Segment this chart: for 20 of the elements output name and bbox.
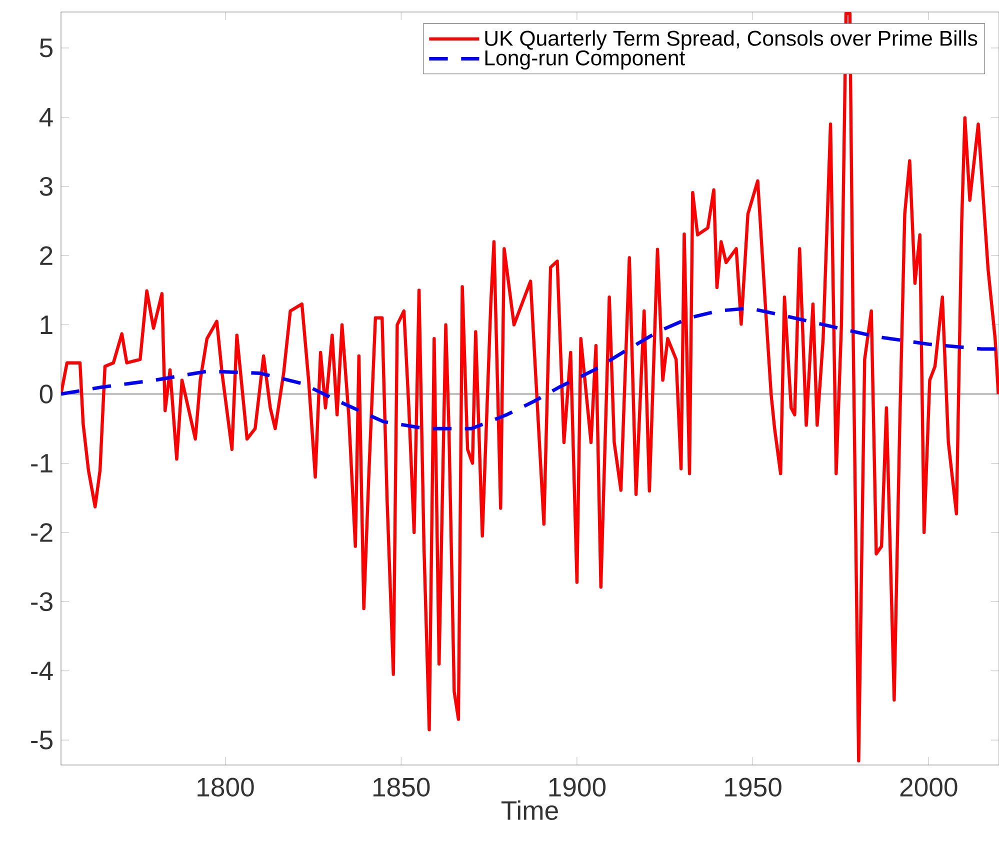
y-tick-label: 2: [40, 246, 52, 265]
x-tick-label: 1950: [725, 778, 782, 797]
y-tick-label: 5: [40, 38, 53, 58]
x-tick-label: 2000: [900, 778, 958, 797]
x-axis-title: Time: [501, 800, 558, 820]
y-tick-label: -1: [31, 454, 52, 472]
x-tick-label: 1800: [198, 778, 254, 797]
y-tick-label: -3: [31, 592, 52, 612]
x-tick-label: 1850: [373, 778, 430, 797]
y-tick-label: -4: [31, 662, 53, 680]
line-series: [61, 12, 999, 762]
y-tick-label: 3: [40, 176, 52, 196]
y-tick-label: 4: [39, 108, 53, 126]
legend-label: Long-run Component: [485, 50, 686, 70]
y-tick-label: 1: [40, 316, 52, 334]
y-tick-label: 0: [40, 384, 53, 404]
y-tick-label: -2: [31, 523, 52, 542]
x-tick-label: 1900: [549, 778, 606, 797]
y-tick-label: -5: [31, 730, 53, 750]
legend-label: UK Quarterly Term Spread, Consols over Prime Bills: [485, 30, 978, 50]
